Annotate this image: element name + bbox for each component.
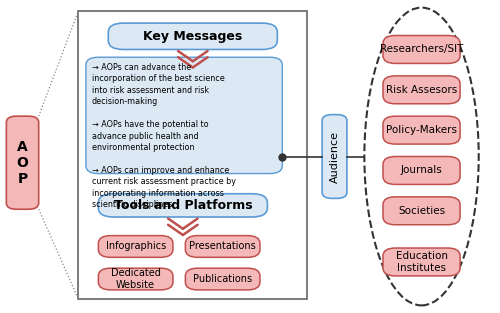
FancyBboxPatch shape — [186, 268, 260, 290]
Text: A
O
P: A O P — [16, 140, 28, 186]
Text: Publications: Publications — [193, 274, 252, 284]
FancyBboxPatch shape — [383, 116, 460, 144]
Text: Audience: Audience — [330, 131, 340, 182]
Text: Infographics: Infographics — [106, 241, 166, 251]
FancyBboxPatch shape — [383, 76, 460, 104]
FancyBboxPatch shape — [383, 197, 460, 225]
FancyBboxPatch shape — [322, 115, 347, 198]
Text: → AOPs can advance the
incorporation of the best science
into risk assessment an: → AOPs can advance the incorporation of … — [92, 63, 236, 209]
FancyBboxPatch shape — [186, 236, 260, 257]
FancyBboxPatch shape — [98, 268, 173, 290]
FancyBboxPatch shape — [6, 116, 38, 209]
FancyBboxPatch shape — [78, 11, 307, 299]
FancyBboxPatch shape — [383, 156, 460, 184]
Text: Journals: Journals — [400, 166, 442, 176]
Text: Education
Institutes: Education Institutes — [396, 251, 448, 273]
Text: Risk Assesors: Risk Assesors — [386, 85, 457, 95]
Text: Societies: Societies — [398, 206, 445, 216]
FancyBboxPatch shape — [383, 35, 460, 64]
Text: Tools and Platforms: Tools and Platforms — [114, 199, 252, 212]
Text: Key Messages: Key Messages — [143, 30, 242, 43]
Text: Policy-Makers: Policy-Makers — [386, 125, 457, 135]
FancyBboxPatch shape — [108, 23, 278, 49]
Text: Presentations: Presentations — [190, 241, 256, 251]
FancyBboxPatch shape — [86, 57, 282, 174]
Text: Researchers/SIT: Researchers/SIT — [380, 44, 463, 54]
Text: Dedicated
Website: Dedicated Website — [110, 268, 160, 290]
FancyBboxPatch shape — [98, 236, 173, 257]
FancyBboxPatch shape — [383, 248, 460, 276]
FancyBboxPatch shape — [98, 194, 268, 217]
